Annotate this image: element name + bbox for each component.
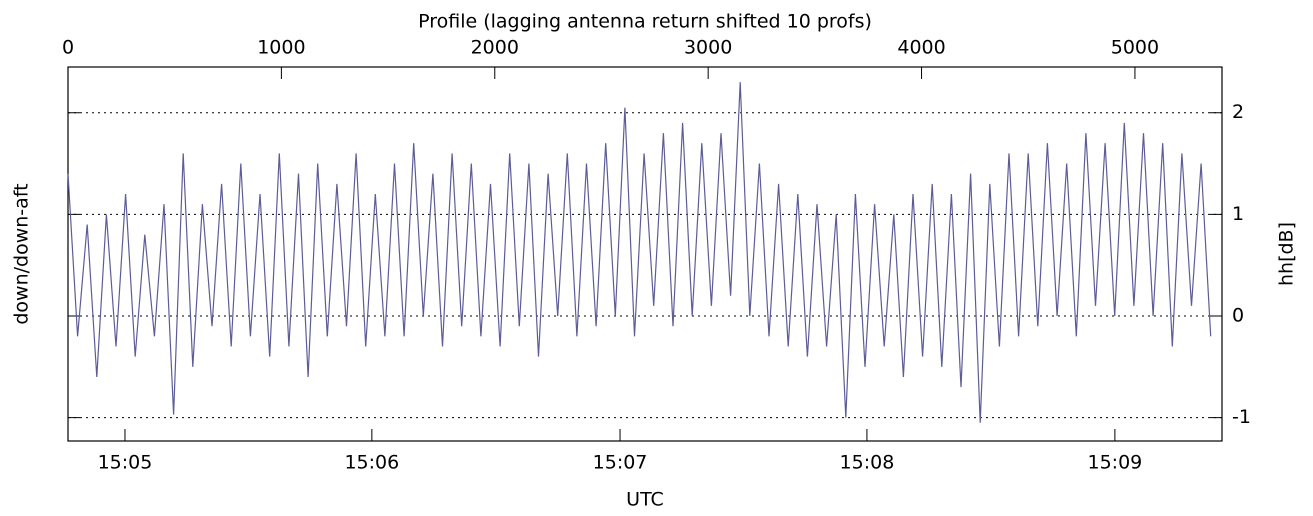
top-tick-label: 5000 — [1111, 37, 1159, 59]
y2-tick-label: 2 — [1232, 101, 1244, 123]
top-tick-label: 1000 — [257, 37, 305, 59]
plot-frame — [67, 66, 1223, 442]
y-axis-label: down/down-aft — [11, 183, 33, 324]
top-tick-label: 2000 — [471, 37, 519, 59]
y2-tick-label: 1 — [1232, 203, 1244, 225]
y2-axis-label: hh[dB] — [1276, 222, 1298, 286]
x-axis-label: UTC — [626, 489, 664, 511]
top-tick-label: 4000 — [897, 37, 945, 59]
x-tick-label: 15:09 — [1087, 452, 1142, 474]
x-tick-label: 15:06 — [344, 452, 399, 474]
data-line — [67, 82, 1212, 423]
top-axis-title: Profile (lagging antenna return shifted … — [418, 11, 872, 33]
top-tick-label: 0 — [62, 37, 74, 59]
x-tick-label: 15:07 — [593, 452, 648, 474]
y2-tick-label: 0 — [1232, 304, 1244, 326]
x-tick-label: 15:08 — [840, 452, 895, 474]
top-tick-label: 3000 — [684, 37, 732, 59]
x-tick-label: 15:05 — [98, 452, 153, 474]
y2-tick-label: -1 — [1232, 406, 1251, 428]
